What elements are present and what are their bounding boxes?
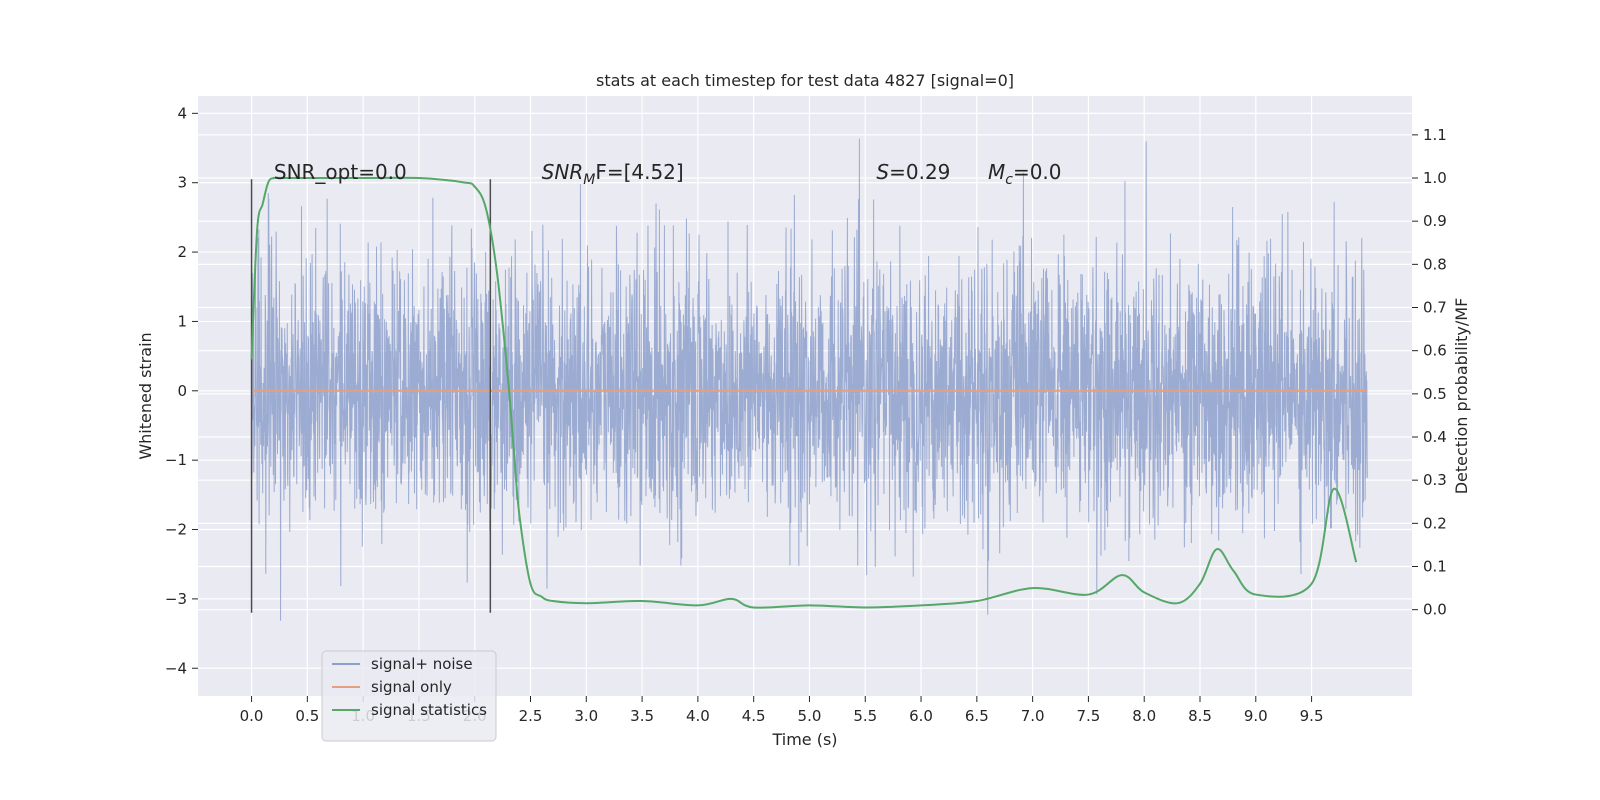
x-tick-label: 9.0 [1244,707,1268,725]
y-tick-label: 1 [177,312,187,330]
annotation: SNRMF=[4.52] [542,160,684,188]
y-axis-label: Whitened strain [136,332,155,459]
y-tick-label: 0 [177,382,187,400]
y2-tick-label: 0.6 [1423,342,1447,360]
annotation: S=0.29 [876,160,950,184]
annotations: SNR_opt=0.0 SNRMF=[4.52] S=0.29 Mc=0.0 [274,160,1062,188]
annotation: Mc=0.0 [988,160,1062,188]
y2-tick-label: 1.0 [1423,169,1447,187]
noise-series [251,138,1368,621]
legend-entry: signal statistics [371,701,487,719]
chart-title: stats at each timestep for test data 482… [596,71,1014,90]
line-series [250,176,1368,613]
y2-tick-label: 0.1 [1423,558,1447,576]
y-tick-label: 2 [177,243,187,261]
y-tick-label: 4 [177,104,187,122]
legend-box [321,650,497,742]
x-tick-label: 3.0 [574,707,598,725]
x-tick-label: 3.5 [630,707,654,725]
x-tick-label: 8.5 [1188,707,1212,725]
legend-entry: signal only [371,678,452,696]
y2-tick-label: 0.5 [1423,385,1447,403]
x-tick-label: 4.0 [686,707,710,725]
x-tick-label: 7.5 [1076,707,1100,725]
signal-plus-noise-line [251,138,1368,621]
y2-tick-label: 0.4 [1423,428,1447,446]
x-tick-label: 5.5 [853,707,877,725]
x-tick-label: 9.5 [1300,707,1324,725]
x-tick-label: 6.5 [965,707,989,725]
y2-tick-label: 0.7 [1423,299,1447,317]
annotation: SNR_opt=0.0 [274,160,407,184]
y2-axis-label: Detection probability/MF [1452,298,1471,495]
x-tick-label: 0.0 [240,707,264,725]
y-tick-label: −1 [165,451,187,469]
x-tick-label: 7.0 [1021,707,1045,725]
legend-entry: signal+ noise [371,655,473,673]
x-tick-label: 5.0 [798,707,822,725]
x-tick-label: 6.0 [909,707,933,725]
y-tick-label: −2 [165,521,187,539]
x-axis-label: Time (s) [771,730,837,749]
x-tick-label: 0.5 [295,707,319,725]
y2-tick-label: 0.2 [1423,514,1447,532]
axes: 0.00.51.01.52.02.53.03.54.04.55.05.56.06… [165,104,1447,725]
x-tick-label: 4.5 [742,707,766,725]
y-tick-label: −4 [165,659,187,677]
x-tick-label: 2.5 [519,707,543,725]
legend: signal+ noise signal only signal statistic… [321,650,497,742]
signal-statistics-line [250,176,1358,609]
x-tick-label: 8.0 [1132,707,1156,725]
y2-tick-label: 0.3 [1423,471,1447,489]
y-tick-label: −3 [165,590,187,608]
y-tick-label: 3 [177,174,187,192]
y2-tick-label: 0.9 [1423,212,1447,230]
y2-tick-label: 1.1 [1423,126,1447,144]
y2-tick-label: 0.8 [1423,255,1447,273]
y2-tick-label: 0.0 [1423,601,1447,619]
